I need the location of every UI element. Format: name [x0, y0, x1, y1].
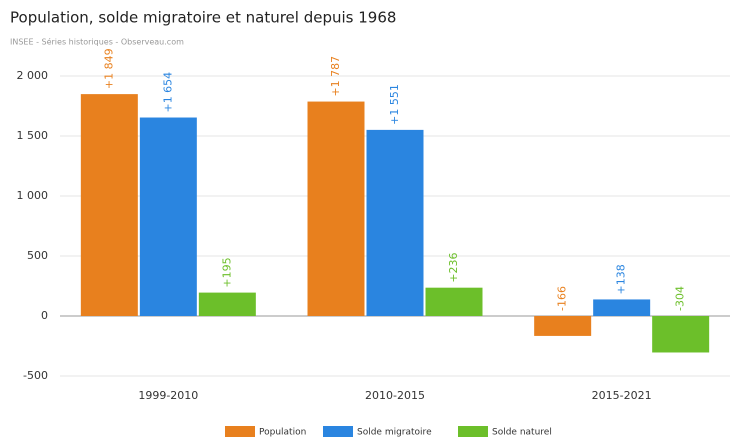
value-label: +1 849 — [102, 48, 115, 89]
x-tick-label: 2010-2015 — [365, 389, 425, 402]
bar — [307, 101, 365, 316]
y-tick-label: -500 — [23, 369, 48, 382]
legend-label: Population — [259, 428, 306, 438]
bar — [534, 316, 592, 336]
chart-subtitle: INSEE - Séries historiques - Observeau.c… — [10, 37, 184, 47]
bar — [366, 129, 424, 316]
bar — [80, 94, 138, 317]
chart-title: Population, solde migratoire et naturel … — [10, 9, 396, 27]
x-tick-label: 1999-2010 — [138, 389, 198, 402]
bar — [652, 316, 710, 353]
value-label: +1 787 — [329, 56, 342, 97]
legend-swatch — [458, 426, 488, 437]
y-tick-label: 0 — [41, 309, 48, 322]
value-label: +138 — [615, 264, 628, 294]
legend-label: Solde migratoire — [357, 428, 432, 438]
bar — [593, 299, 651, 316]
y-tick-label: 500 — [27, 249, 48, 262]
legend-swatch — [225, 426, 255, 437]
value-label: +1 551 — [388, 84, 401, 125]
legend-label: Solde naturel — [492, 428, 552, 438]
value-label: +236 — [447, 252, 460, 282]
bar — [425, 287, 483, 316]
y-tick-label: 1 500 — [17, 129, 49, 142]
bar — [198, 292, 256, 316]
y-tick-label: 2 000 — [17, 69, 49, 82]
value-label: -304 — [674, 286, 687, 311]
value-label: +195 — [220, 257, 233, 287]
value-label: -166 — [556, 286, 569, 311]
value-label: +1 654 — [161, 72, 174, 113]
x-tick-label: 2015-2021 — [592, 389, 652, 402]
bar — [139, 117, 197, 317]
y-tick-label: 1 000 — [17, 189, 49, 202]
legend-swatch — [323, 426, 353, 437]
